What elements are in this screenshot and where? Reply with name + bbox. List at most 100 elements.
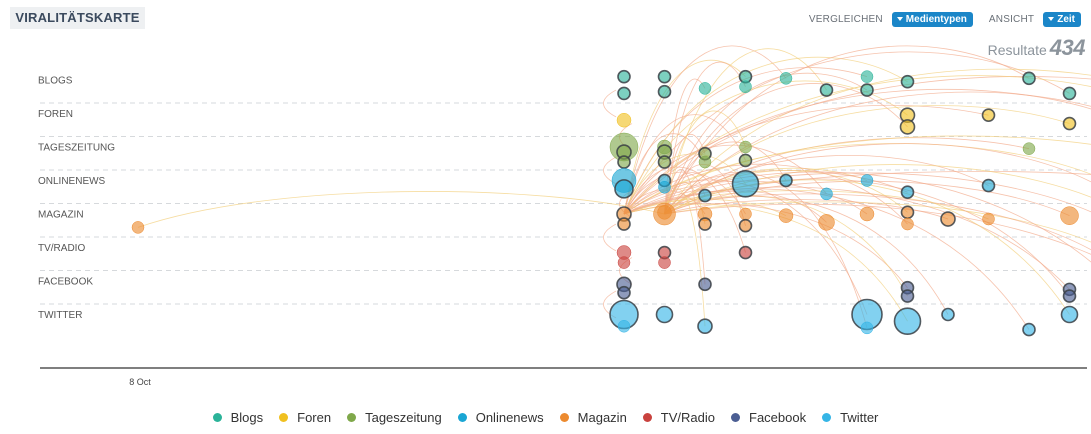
link-curve [664, 91, 1091, 215]
data-point[interactable]: Blogs [617, 86, 631, 101]
data-point[interactable]: Onlinenews [614, 179, 634, 199]
data-point[interactable]: Facebook [698, 277, 712, 292]
legend-item[interactable]: Facebook [731, 410, 806, 425]
data-point[interactable]: Magazin [738, 218, 753, 233]
data-point[interactable]: Tageszeitung [617, 155, 631, 169]
data-point[interactable]: Onlinenews [860, 174, 874, 187]
data-point[interactable]: Tageszeitung [738, 153, 753, 168]
link-curve [623, 186, 1070, 290]
link-curve [664, 105, 1070, 215]
data-point[interactable]: Twitter [1060, 305, 1079, 324]
legend-item[interactable]: Magazin [559, 410, 627, 425]
data-point[interactable]: Blogs [739, 80, 752, 93]
view-dropdown-button[interactable]: Zeit [1043, 11, 1081, 27]
legend-item[interactable]: TV/Radio [642, 410, 715, 425]
data-point[interactable]: Blogs [819, 83, 834, 97]
data-point[interactable]: Onlinenews [981, 178, 996, 193]
link-curve [623, 135, 1091, 215]
legend-item[interactable]: Twitter [822, 410, 878, 425]
data-point[interactable]: Onlinenews [820, 187, 833, 201]
data-point[interactable]: Magazin [617, 217, 631, 231]
lane-label: MAGAZIN [38, 210, 84, 221]
legend-swatch [347, 413, 357, 422]
data-point[interactable]: Blogs [900, 74, 915, 89]
data-point[interactable]: Blogs [698, 82, 712, 95]
data-point[interactable]: Magazin [818, 214, 835, 231]
data-point[interactable]: Facebook [617, 285, 631, 300]
data-point[interactable]: Blogs [860, 83, 874, 97]
data-point[interactable]: Facebook [900, 289, 915, 303]
legend-label: Tageszeitung [365, 410, 442, 425]
x-axis-ticks: 8 Oct [129, 377, 151, 387]
data-point[interactable]: Twitter [860, 321, 874, 335]
legend-label: Facebook [749, 410, 807, 425]
link-curve [664, 164, 1091, 215]
data-point[interactable]: Foren [899, 119, 916, 135]
data-point[interactable]: Onlinenews [658, 180, 671, 194]
compare-dropdown-label: Medientypen [905, 13, 967, 25]
data-point[interactable]: Twitter [617, 319, 631, 333]
data-point[interactable]: Twitter [655, 305, 674, 324]
link-curve [623, 104, 989, 215]
caret-down-icon [896, 17, 903, 21]
data-point[interactable]: Tageszeitung [739, 140, 752, 154]
link-curve [623, 45, 787, 215]
legend-swatch [731, 413, 740, 422]
data-point[interactable]: Onlinenews [900, 185, 915, 200]
data-point[interactable]: Foren [616, 112, 632, 128]
chart-lane-labels: BLOGS FOREN TAGESZEITUNG ONLINENEWS MAGAZIN T… [38, 76, 115, 322]
data-point[interactable]: Tageszeitung [698, 155, 712, 169]
data-point[interactable]: Tageszeitung [1022, 142, 1036, 155]
lane-label: TV/RADIO [38, 243, 85, 254]
data-point[interactable]: Foren [1062, 116, 1077, 131]
data-point[interactable]: Twitter [893, 307, 922, 336]
link-curve [603, 89, 617, 118]
data-point[interactable]: Onlinenews [698, 188, 712, 203]
data-point[interactable]: Foren [981, 108, 996, 122]
page-title: VIRALITÄTSKARTE [10, 7, 145, 29]
compare-label: VERGLEICHEN [808, 13, 883, 25]
data-point[interactable]: Twitter [1022, 322, 1036, 337]
data-point[interactable]: Blogs [1022, 71, 1036, 86]
data-point[interactable]: Magazin [1060, 206, 1079, 225]
data-point[interactable]: Magazin [739, 207, 752, 221]
legend-item[interactable]: Onlinenews [457, 410, 544, 425]
data-point[interactable]: Magazin [859, 206, 875, 222]
legend-item[interactable]: Foren [279, 410, 331, 425]
data-point[interactable]: TV/Radio [738, 245, 753, 260]
chart-points: BlogsBlogsBlogsBlogsBlogsBlogsBlogsBlogs… [131, 69, 1079, 337]
legend-item[interactable]: Blogs [212, 410, 263, 425]
link-curve [664, 195, 908, 297]
data-point[interactable]: Magazin [901, 217, 914, 231]
data-point[interactable]: Blogs [860, 70, 874, 83]
lane-label: TAGESZEITUNG [38, 143, 115, 154]
data-point[interactable]: Twitter [697, 318, 713, 335]
data-point[interactable]: Magazin [900, 205, 915, 220]
data-point[interactable]: Twitter [941, 307, 955, 322]
data-point[interactable]: Blogs [657, 69, 672, 84]
chart-grid [40, 102, 1087, 305]
data-point[interactable]: Blogs [779, 72, 793, 85]
data-point[interactable]: Facebook [1062, 289, 1077, 303]
chart-links [137, 45, 1091, 330]
compare-dropdown-button[interactable]: Medientypen [891, 11, 973, 27]
legend-item[interactable]: Tageszeitung [347, 410, 442, 425]
data-point[interactable]: Magazin [698, 217, 712, 231]
data-point[interactable]: Onlinenews [731, 170, 760, 198]
link-curve [623, 188, 1030, 330]
link-curve [623, 193, 1091, 251]
data-point[interactable]: Blogs [657, 84, 672, 99]
data-point[interactable]: Magazin [940, 211, 956, 227]
link-curve [603, 223, 617, 252]
link-curve [623, 171, 1091, 263]
data-point[interactable]: Magazin [131, 221, 145, 234]
data-point[interactable]: TV/Radio [658, 256, 671, 269]
data-point[interactable]: TV/Radio [617, 256, 631, 269]
data-point[interactable]: Onlinenews [779, 173, 793, 188]
data-point[interactable]: Blogs [1062, 86, 1077, 101]
data-point[interactable]: Blogs [617, 69, 631, 84]
data-point[interactable]: Magazin [653, 202, 676, 226]
data-point[interactable]: Magazin [778, 208, 794, 223]
data-point[interactable]: Magazin [982, 212, 995, 226]
data-point[interactable]: Tageszeitung [657, 155, 672, 169]
